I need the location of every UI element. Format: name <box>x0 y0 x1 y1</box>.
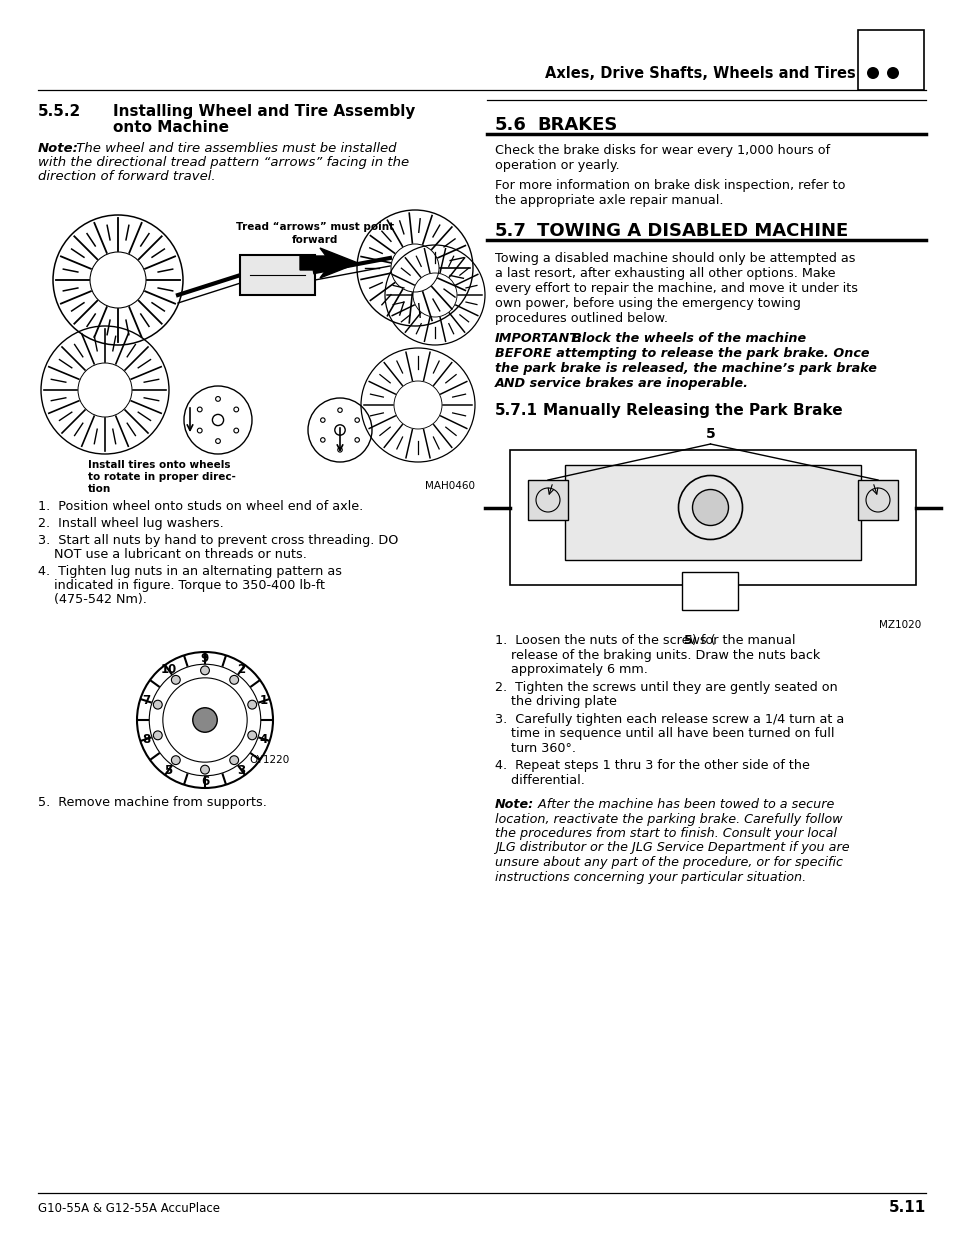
Text: 2: 2 <box>237 663 245 677</box>
Text: forward: forward <box>292 235 337 245</box>
Polygon shape <box>299 248 357 278</box>
Text: 7: 7 <box>142 694 150 708</box>
Text: 5.6: 5.6 <box>495 116 526 135</box>
Bar <box>510 450 915 585</box>
Text: release of the braking units. Draw the nuts back: release of the braking units. Draw the n… <box>495 648 820 662</box>
Text: (475-542 Nm).: (475-542 Nm). <box>38 593 147 606</box>
Text: turn 360°.: turn 360°. <box>495 741 576 755</box>
Bar <box>857 30 923 90</box>
Text: 2.  Install wheel lug washers.: 2. Install wheel lug washers. <box>38 517 224 530</box>
Text: The wheel and tire assemblies must be installed: The wheel and tire assemblies must be in… <box>71 142 396 156</box>
Text: JLG distributor or the JLG Service Department if you are: JLG distributor or the JLG Service Depar… <box>495 841 849 855</box>
Text: Manually Releasing the Park Brake: Manually Releasing the Park Brake <box>542 403 841 417</box>
Text: 8: 8 <box>142 732 151 746</box>
Bar <box>857 480 897 520</box>
Text: NOT use a lubricant on threads or nuts.: NOT use a lubricant on threads or nuts. <box>38 548 307 561</box>
Text: every effort to repair the machine, and move it under its: every effort to repair the machine, and … <box>495 282 857 295</box>
Text: BEFORE attempting to release the park brake. Once: BEFORE attempting to release the park br… <box>495 347 868 359</box>
Text: Towing a disabled machine should only be attempted as: Towing a disabled machine should only be… <box>495 252 855 266</box>
Text: Axles, Drive Shafts, Wheels and Tires: Axles, Drive Shafts, Wheels and Tires <box>544 67 855 82</box>
Text: operation or yearly.: operation or yearly. <box>495 159 619 172</box>
Text: the appropriate axle repair manual.: the appropriate axle repair manual. <box>495 194 722 207</box>
Text: approximately 6 mm.: approximately 6 mm. <box>495 663 647 676</box>
Circle shape <box>172 676 180 684</box>
Circle shape <box>193 708 217 732</box>
Text: the park brake is released, the machine’s park brake: the park brake is released, the machine’… <box>495 362 876 375</box>
Circle shape <box>153 731 162 740</box>
Text: 5.5.2: 5.5.2 <box>38 104 81 119</box>
Text: time in sequence until all have been turned on full: time in sequence until all have been tur… <box>495 727 834 740</box>
Text: Check the brake disks for wear every 1,000 hours of: Check the brake disks for wear every 1,0… <box>495 144 829 157</box>
Circle shape <box>230 756 238 764</box>
Text: the procedures from start to finish. Consult your local: the procedures from start to finish. Con… <box>495 827 836 840</box>
Text: onto Machine: onto Machine <box>112 120 229 135</box>
Bar <box>564 466 861 559</box>
Text: 5.11: 5.11 <box>888 1200 925 1215</box>
Text: 9: 9 <box>201 652 209 664</box>
Text: tion: tion <box>88 484 112 494</box>
Text: TOWING A DISABLED MACHINE: TOWING A DISABLED MACHINE <box>537 222 847 240</box>
Circle shape <box>172 756 180 764</box>
Text: unsure about any part of the procedure, or for specific: unsure about any part of the procedure, … <box>495 856 842 869</box>
Circle shape <box>248 731 256 740</box>
Text: with the directional tread pattern “arrows” facing in the: with the directional tread pattern “arro… <box>38 156 409 169</box>
Circle shape <box>153 700 162 709</box>
Text: MAH0460: MAH0460 <box>424 480 475 492</box>
Text: 5.7: 5.7 <box>495 222 526 240</box>
Text: Install tires onto wheels: Install tires onto wheels <box>88 459 231 471</box>
Text: Tread “arrows” must point: Tread “arrows” must point <box>235 222 394 232</box>
Text: G10-55A & G12-55A AccuPlace: G10-55A & G12-55A AccuPlace <box>38 1202 220 1214</box>
Text: 5: 5 <box>164 763 172 777</box>
Circle shape <box>230 676 238 684</box>
Text: OY1220: OY1220 <box>250 755 290 764</box>
Text: 1.  Loosen the nuts of the screws (: 1. Loosen the nuts of the screws ( <box>495 634 715 647</box>
Text: 5.  Remove machine from supports.: 5. Remove machine from supports. <box>38 797 267 809</box>
Text: 10: 10 <box>160 663 176 677</box>
Circle shape <box>200 666 210 674</box>
Circle shape <box>886 67 898 79</box>
Text: For more information on brake disk inspection, refer to: For more information on brake disk inspe… <box>495 179 844 191</box>
Text: IMPORTANT:: IMPORTANT: <box>495 332 583 345</box>
Text: indicated in figure. Torque to 350-400 lb-ft: indicated in figure. Torque to 350-400 l… <box>38 579 325 592</box>
Text: the driving plate: the driving plate <box>495 695 617 708</box>
Text: 3.  Start all nuts by hand to prevent cross threading. DO: 3. Start all nuts by hand to prevent cro… <box>38 534 398 547</box>
Text: 6: 6 <box>201 776 209 788</box>
Text: direction of forward travel.: direction of forward travel. <box>38 170 215 183</box>
Bar <box>527 480 567 520</box>
Text: differential.: differential. <box>495 773 584 787</box>
Text: 4.  Repeat steps 1 thru 3 for the other side of the: 4. Repeat steps 1 thru 3 for the other s… <box>495 760 809 772</box>
Text: location, reactivate the parking brake. Carefully follow: location, reactivate the parking brake. … <box>495 813 841 825</box>
Text: 2.  Tighten the screws until they are gently seated on: 2. Tighten the screws until they are gen… <box>495 680 837 694</box>
Text: 5.7.1: 5.7.1 <box>495 403 537 417</box>
Text: MZ1020: MZ1020 <box>878 620 920 630</box>
Circle shape <box>200 766 210 774</box>
Circle shape <box>692 489 728 526</box>
Text: 3: 3 <box>237 763 245 777</box>
Circle shape <box>248 700 256 709</box>
Text: Block the wheels of the machine: Block the wheels of the machine <box>562 332 805 345</box>
Text: a last resort, after exhausting all other options. Make: a last resort, after exhausting all othe… <box>495 267 835 280</box>
Text: AND service brakes are inoperable.: AND service brakes are inoperable. <box>495 377 748 390</box>
Text: 5: 5 <box>683 634 692 647</box>
Text: instructions concerning your particular situation.: instructions concerning your particular … <box>495 871 805 883</box>
Bar <box>681 572 738 610</box>
Text: After the machine has been towed to a secure: After the machine has been towed to a se… <box>530 798 834 811</box>
Bar <box>240 254 314 295</box>
Text: ) for the manual: ) for the manual <box>691 634 795 647</box>
Text: to rotate in proper direc-: to rotate in proper direc- <box>88 472 235 482</box>
Text: Note:: Note: <box>38 142 79 156</box>
Text: 4: 4 <box>259 732 268 746</box>
Text: procedures outlined below.: procedures outlined below. <box>495 312 667 325</box>
Text: 5: 5 <box>705 427 715 441</box>
Text: 3.  Carefully tighten each release screw a 1/4 turn at a: 3. Carefully tighten each release screw … <box>495 713 843 725</box>
Text: 4.  Tighten lug nuts in an alternating pattern as: 4. Tighten lug nuts in an alternating pa… <box>38 564 341 578</box>
Text: Note:: Note: <box>495 798 534 811</box>
Circle shape <box>866 67 878 79</box>
Text: 1: 1 <box>259 694 268 708</box>
Text: Installing Wheel and Tire Assembly: Installing Wheel and Tire Assembly <box>112 104 415 119</box>
Text: BRAKES: BRAKES <box>537 116 617 135</box>
Text: 1.  Position wheel onto studs on wheel end of axle.: 1. Position wheel onto studs on wheel en… <box>38 500 363 513</box>
Text: own power, before using the emergency towing: own power, before using the emergency to… <box>495 296 800 310</box>
